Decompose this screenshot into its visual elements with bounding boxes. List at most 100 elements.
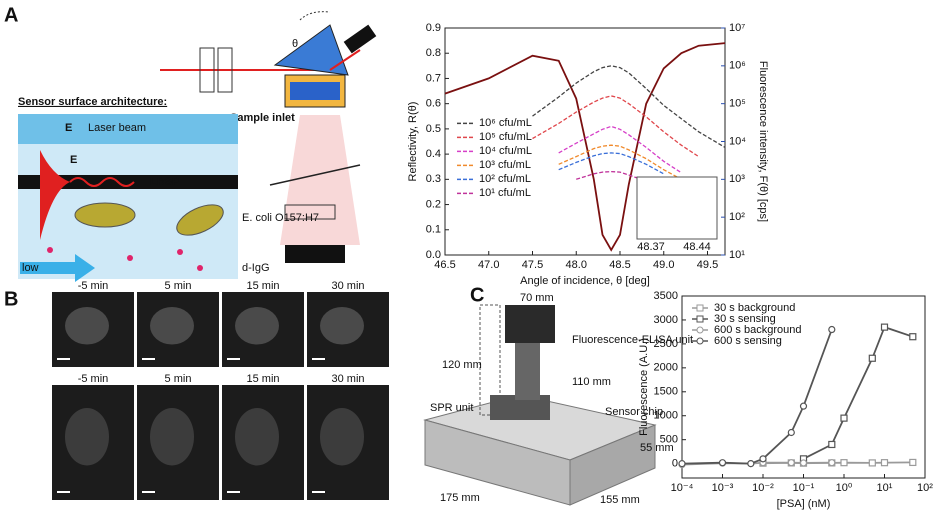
y2-axis-label: Fluorescence intensity, F(θ) [cps] [757, 61, 769, 222]
cell [65, 307, 109, 345]
marker [868, 459, 876, 467]
y-tick-label: 2500 [654, 338, 678, 350]
series-line [558, 125, 682, 174]
marker [909, 333, 917, 341]
annotation: 48.44 [683, 241, 711, 253]
legend-label: 10³ cfu/mL [479, 159, 531, 171]
legend-marker [696, 304, 704, 312]
x-tick-label: 10¹ [877, 482, 893, 494]
diagram-a: θ Sample inlet Sensor surface architectu… [18, 11, 377, 282]
marker [799, 402, 808, 410]
x-axis-label: [PSA] (nM) [777, 498, 831, 510]
y-tick-label: 3500 [654, 290, 678, 302]
marker [880, 459, 889, 467]
x-tick-label: 10⁻¹ [793, 482, 815, 494]
legend-marker [696, 315, 704, 323]
y2-tick-label: 10⁷ [729, 22, 745, 34]
y-tick-label: 0.9 [426, 22, 441, 34]
marker [828, 459, 836, 467]
cell [65, 408, 109, 466]
flow-label: low [22, 262, 39, 274]
y2-tick-label: 10⁶ [729, 60, 746, 72]
device-label: Fluorescence-ELISA unit [572, 334, 693, 346]
microscopy-image [222, 385, 304, 500]
legend-marker [696, 337, 704, 345]
legend-marker [696, 326, 704, 334]
series-line [532, 65, 726, 148]
series-line [558, 152, 665, 175]
cell [235, 307, 279, 345]
marker [880, 323, 889, 331]
marker [718, 459, 727, 467]
y-tick-label: 500 [660, 434, 678, 446]
series-line [558, 144, 682, 180]
y-tick-label: 0.1 [426, 224, 441, 236]
legend-label: 10¹ cfu/mL [479, 187, 531, 199]
microscopy-image [137, 385, 219, 500]
images-b: -5 min 5 min 15 min 30 min -5 min 5 min 15 min… [52, 280, 389, 500]
inset [636, 176, 718, 240]
legend-label: 600 s sensing [714, 335, 782, 347]
marker [840, 414, 848, 422]
x-tick-label: 49.5 [697, 259, 718, 271]
ecoli-label: E. coli O157:H7 [242, 212, 319, 224]
marker [799, 459, 808, 467]
marker [909, 458, 917, 467]
time-label: 5 min [165, 373, 192, 385]
device-label: 120 mm [442, 359, 482, 371]
y-axis-label: Reflectivity, R(θ) [407, 102, 419, 182]
microscopy-image [52, 385, 134, 500]
device-label: 110 mm [572, 376, 611, 388]
series-line [444, 42, 726, 252]
legend-label: 10⁴ cfu/mL [479, 145, 532, 157]
series-line [576, 170, 647, 182]
marker [868, 354, 876, 362]
x-tick-label: 49.0 [653, 259, 674, 271]
annotation: 48.37 [637, 241, 665, 253]
panel-label: A [4, 4, 18, 26]
y-tick-label: 3000 [654, 314, 678, 326]
y2-tick-label: 10³ [729, 173, 745, 185]
y-tick-label: 1000 [654, 410, 678, 422]
y-tick-label: 2000 [654, 362, 678, 374]
series-line [803, 325, 914, 460]
x-tick-label: 10⁻⁴ [671, 482, 694, 494]
lrsp-label: LRSP [150, 176, 179, 188]
y-tick-label: 1500 [654, 386, 678, 398]
cell [235, 408, 279, 466]
time-label: 15 min [246, 280, 279, 292]
inlet-label: Sample inlet [230, 112, 295, 124]
time-label: 15 min [246, 373, 279, 385]
legend-label: 10⁶ cfu/mL [479, 117, 532, 129]
x-tick-label: 48.5 [609, 259, 630, 271]
cell [150, 408, 194, 466]
time-label: 30 min [331, 373, 364, 385]
series-line [681, 329, 833, 465]
y-tick-label: 0.5 [426, 123, 441, 135]
y-tick-label: 0.6 [426, 98, 441, 110]
device-c: 70 mm Fluorescence-ELISA unit 120 mm 110… [423, 292, 693, 506]
x-tick-label: 10⁻³ [712, 482, 734, 494]
device-label: 155 mm [600, 494, 640, 506]
marker [787, 428, 795, 437]
x-tick-label: 47.5 [522, 259, 543, 271]
legend-label: 10² cfu/mL [479, 173, 531, 185]
diagram-heading: Sensor surface architecture: [18, 96, 167, 108]
y-tick-label: 0.0 [426, 249, 441, 261]
x-tick-label: 10² [917, 482, 933, 494]
field-label: E [70, 154, 77, 166]
legend-label: 30 s sensing [714, 313, 776, 325]
marker [759, 455, 767, 463]
y-tick-label: 0.7 [426, 72, 441, 84]
y-tick-label: 0.3 [426, 173, 441, 185]
field-label: E [65, 122, 72, 134]
x-tick-label: 48.0 [566, 259, 587, 271]
marker [787, 459, 795, 467]
marker [678, 460, 686, 468]
y-axis-label: Fluorescence (A.U.) [638, 338, 650, 436]
device-label: 70 mm [520, 292, 554, 304]
legend-label: 10⁵ cfu/mL [479, 131, 532, 143]
y2-tick-label: 10⁴ [729, 135, 746, 147]
series-line [532, 95, 700, 158]
